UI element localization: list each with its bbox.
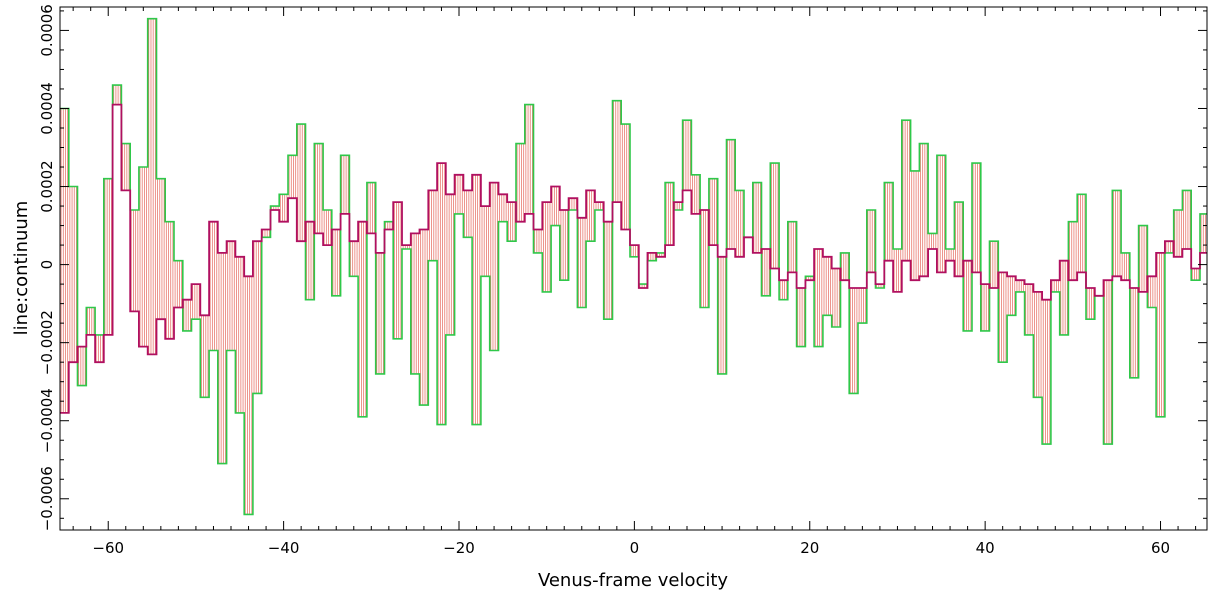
x-axis: −60 −40 −20 0 20 40 60 xyxy=(72,7,1197,557)
x-tick-label: −40 xyxy=(268,539,300,557)
x-tick-label: 20 xyxy=(800,539,819,557)
y-tick-label: 0.0002 xyxy=(38,160,56,213)
y-tick-label: −0.0002 xyxy=(38,310,56,375)
series-2 xyxy=(60,103,1207,414)
plot-frame xyxy=(59,6,1208,531)
x-tick-label: 60 xyxy=(1151,539,1170,557)
x-axis-label: Venus-frame velocity xyxy=(538,570,728,591)
y-tick-label: 0.0006 xyxy=(38,4,56,57)
difference-fill xyxy=(60,18,1208,515)
plot-area xyxy=(60,17,1208,516)
series-2-line xyxy=(60,103,1207,414)
x-tick-label: 40 xyxy=(976,539,995,557)
x-tick-label: −60 xyxy=(92,539,124,557)
y-tick-label: −0.0004 xyxy=(38,388,56,453)
y-axis-label: line:continuum xyxy=(11,201,32,336)
y-tick-label: −0.0006 xyxy=(38,466,56,531)
series-1 xyxy=(60,17,1207,516)
x-tick-label: −20 xyxy=(443,539,475,557)
y-axis: −0.0006 −0.0004 −0.0002 0 0.0002 0.0004 0.0006 xyxy=(38,4,1207,531)
x-tick-label: 0 xyxy=(630,539,640,557)
series-1-line xyxy=(60,17,1207,516)
y-tick-label: 0.0004 xyxy=(38,82,56,135)
y-tick-label: 0 xyxy=(38,260,56,270)
